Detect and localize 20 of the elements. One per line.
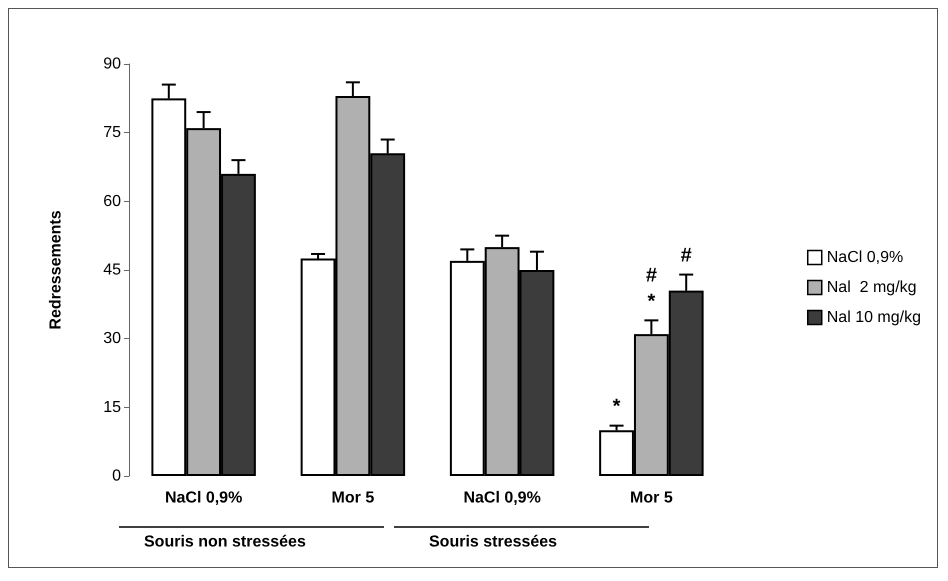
y-tick-label: 0 (112, 468, 122, 484)
text: Souris stressées (429, 534, 558, 550)
y-axis-title: Redressements (48, 210, 64, 330)
data-label: # (680, 244, 692, 267)
y-tick-label: 90 (103, 56, 122, 72)
data-label: # * (646, 264, 657, 312)
x-tick-label: NaCl 0,9% (463, 490, 541, 506)
text: Souris non stressées (144, 534, 306, 550)
y-tick-label: 60 (103, 192, 122, 210)
legend-label: Nal 10 mg/kg (826, 309, 921, 326)
x-tick-label: Mor 5 (630, 490, 673, 506)
x-tick-label: Mor 5 (332, 490, 374, 506)
y-tick-label: 45 (103, 262, 122, 278)
x-tick-label: NaCl 0,9% (164, 490, 242, 506)
y-tick-label: 15 (103, 398, 122, 416)
data-label: * (612, 396, 621, 418)
legend-label: NaCl 0,9% (826, 249, 904, 266)
y-tick-label: 75 (103, 124, 122, 142)
y-tick-label: 30 (103, 330, 122, 348)
legend-label: Nal 2 mg/kg (826, 279, 917, 296)
